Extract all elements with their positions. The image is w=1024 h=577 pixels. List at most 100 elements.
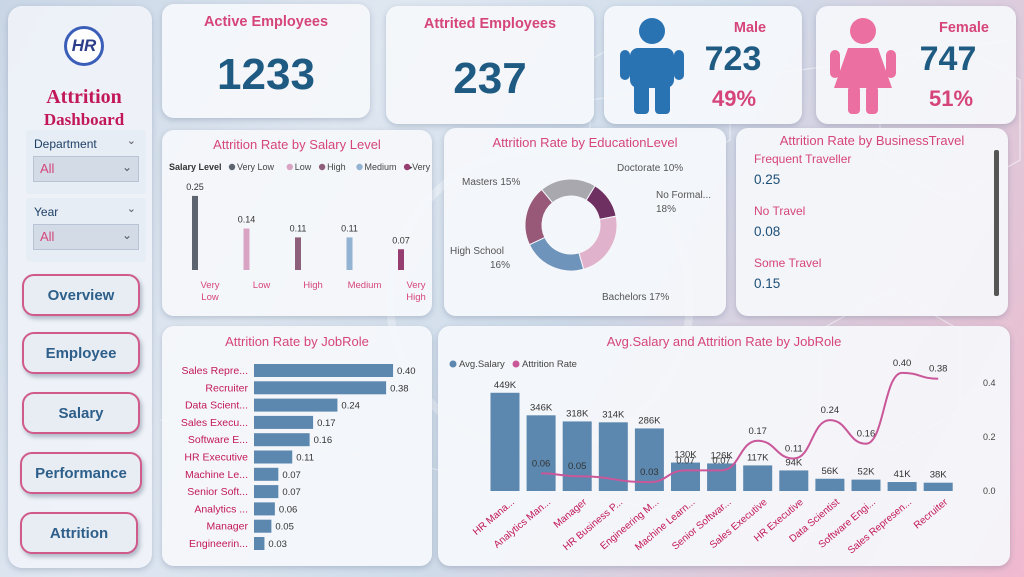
y-tick-label: Manager bbox=[207, 521, 249, 533]
department-selected-value: All bbox=[40, 161, 55, 176]
bar bbox=[779, 470, 809, 491]
donut-slice bbox=[528, 236, 585, 272]
slice-label-pct: 10% bbox=[660, 163, 683, 174]
y-tick-label: Software E... bbox=[188, 434, 248, 446]
line-data-label: 0.05 bbox=[568, 461, 587, 472]
slice-label: Doctorate 10% bbox=[617, 163, 683, 174]
education-chart-card: Attrition Rate by EducationLevel Doctora… bbox=[444, 128, 726, 316]
attrited-employees-value: 237 bbox=[453, 54, 527, 103]
data-label: 0.05 bbox=[275, 522, 294, 533]
year-selected-value: All bbox=[40, 229, 55, 244]
line-data-label: 0.07 bbox=[712, 455, 731, 466]
female-count: 747 bbox=[919, 40, 977, 78]
legend-item: Medium bbox=[365, 162, 397, 172]
x-tick-label: Very bbox=[200, 280, 219, 291]
sidebar: HR Attrition Dashboard Department ⌄ All … bbox=[8, 6, 152, 568]
legend-scroll-arrow-icon[interactable]: ▸ bbox=[408, 162, 413, 172]
nav-employee-button[interactable]: Employee bbox=[22, 332, 140, 374]
bar bbox=[254, 519, 272, 533]
line-data-label: 0.07 bbox=[676, 455, 695, 466]
data-label: 0.17 bbox=[317, 418, 336, 429]
legend-item: Low bbox=[295, 162, 312, 172]
attrited-employees-card: Attrited Employees 237 bbox=[386, 6, 594, 124]
jobrole-attrition-title: Attrition Rate by JobRole bbox=[225, 334, 369, 349]
male-count: 723 bbox=[704, 40, 762, 78]
donut-slice bbox=[541, 178, 596, 204]
y-tick-label: Analytics ... bbox=[194, 503, 248, 515]
line-data-label: 0.24 bbox=[821, 405, 840, 416]
line-data-label: 0.06 bbox=[532, 458, 551, 469]
salary-level-chart: Salary Level ▸ Very Low Low High Medium Very… bbox=[169, 162, 432, 303]
data-label: 126K bbox=[711, 450, 734, 461]
data-label: 94K bbox=[785, 457, 803, 468]
year-dropdown[interactable]: All ⌄ bbox=[33, 224, 139, 250]
bar bbox=[923, 482, 953, 491]
legend-marker bbox=[356, 163, 363, 171]
x-tick-label: Very bbox=[406, 280, 425, 291]
data-label: 449K bbox=[494, 380, 517, 391]
x-tick-label: Recruiter bbox=[912, 496, 951, 531]
y2-tick-label: 0.2 bbox=[983, 432, 996, 442]
data-label: 0.07 bbox=[282, 487, 301, 498]
legend-marker bbox=[403, 163, 411, 171]
bar bbox=[562, 421, 592, 491]
x-tick-label: Sales Represen... bbox=[846, 497, 914, 557]
bar bbox=[243, 228, 250, 270]
active-employees-label: Active Employees bbox=[203, 14, 329, 30]
data-label: 117K bbox=[747, 452, 769, 463]
y-tick-label: Engineerin... bbox=[189, 538, 248, 550]
female-person-icon bbox=[830, 18, 896, 114]
active-employees-card: Active Employees 1233 bbox=[162, 4, 370, 118]
attrited-employees-label: Attrited Employees bbox=[423, 16, 557, 32]
combo-chart-title: Avg.Salary and Attrition Rate by JobRole bbox=[606, 334, 842, 349]
chevron-down-icon: ⌄ bbox=[121, 160, 132, 174]
bar bbox=[851, 479, 881, 491]
collapse-chevron-icon[interactable]: ⌄ bbox=[126, 135, 136, 147]
x-tick-label: Medium bbox=[348, 280, 382, 291]
male-label: Male bbox=[733, 20, 767, 36]
line-data-label: 0.38 bbox=[929, 364, 948, 375]
data-label: 0.11 bbox=[296, 453, 314, 464]
data-label: 56K bbox=[821, 466, 839, 477]
legend-item: Attrition Rate bbox=[522, 359, 577, 370]
y-tick-label: Recruiter bbox=[205, 382, 248, 394]
data-label: 286K bbox=[638, 415, 661, 426]
travel-label-frequent: Frequent Traveller bbox=[754, 152, 852, 166]
travel-label-none: No Travel bbox=[754, 204, 806, 218]
data-label: 0.38 bbox=[390, 383, 409, 394]
salary-attrition-combo-card: Avg.Salary and Attrition Rate by JobRole… bbox=[438, 326, 1010, 566]
legend-item: Avg.Salary bbox=[459, 359, 505, 370]
nav-performance-button[interactable]: Performance bbox=[20, 452, 142, 494]
x-tick-label: High bbox=[406, 292, 426, 303]
data-label: 52K bbox=[858, 467, 876, 478]
scrollbar[interactable] bbox=[994, 150, 999, 296]
legend-item: Very High bbox=[412, 162, 432, 172]
bar bbox=[526, 415, 556, 491]
data-label: 318K bbox=[566, 408, 589, 419]
collapse-chevron-icon[interactable]: ⌄ bbox=[126, 203, 136, 215]
data-label: 0.07 bbox=[392, 235, 410, 245]
slice-label: Bachelors 17% bbox=[602, 292, 669, 303]
bar bbox=[743, 465, 773, 491]
data-label: 314K bbox=[602, 409, 625, 420]
legend-marker bbox=[318, 163, 326, 171]
travel-value-some: 0.15 bbox=[754, 276, 781, 291]
nav-salary-button[interactable]: Salary bbox=[22, 392, 140, 434]
jobrole-attrition-card: Attrition Rate by JobRole Sales Repre...… bbox=[162, 326, 432, 566]
slice-label-name: Masters bbox=[462, 177, 498, 188]
data-label: 0.06 bbox=[279, 504, 298, 515]
y2-tick-label: 0.4 bbox=[983, 378, 996, 388]
salary-level-chart-card: Attrition Rate by Salary Level Salary Le… bbox=[162, 130, 432, 316]
bar bbox=[254, 415, 314, 429]
slice-label: No Formal... bbox=[656, 190, 711, 201]
education-chart-title: Attrition Rate by EducationLevel bbox=[492, 135, 678, 150]
salary-legend-title: Salary Level bbox=[169, 162, 222, 172]
male-percentage: 49% bbox=[711, 86, 757, 111]
y-tick-label: Sales Repre... bbox=[181, 365, 248, 377]
travel-value-none: 0.08 bbox=[754, 224, 781, 239]
bar bbox=[254, 433, 310, 447]
nav-attrition-button[interactable]: Attrition bbox=[20, 512, 138, 554]
bar bbox=[192, 195, 198, 270]
nav-overview-button[interactable]: Overview bbox=[22, 274, 140, 316]
department-dropdown[interactable]: All ⌄ bbox=[33, 156, 139, 182]
